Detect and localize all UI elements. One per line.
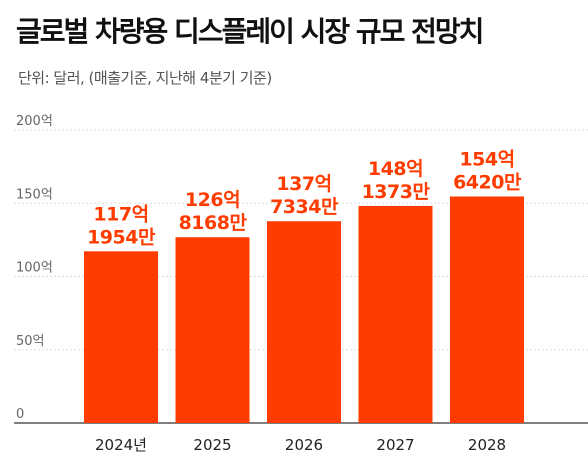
data-label: 126억 [185, 189, 240, 211]
data-label: 8168만 [179, 212, 248, 234]
y-axis-ticks: 0 50억 100억 150억 200억 [16, 114, 53, 422]
x-tick-label: 2026 [285, 436, 323, 454]
data-label: 1954만 [87, 226, 156, 248]
chart-subtitle: 단위: 달러, (매출기준, 지난해 4분기 기준) [18, 69, 272, 87]
bars [84, 196, 524, 423]
data-label: 6420만 [453, 171, 522, 193]
bar [175, 237, 250, 423]
x-tick-label: 2024년 [95, 436, 147, 454]
data-label: 1373만 [362, 181, 431, 203]
x-tick-label: 2025 [193, 436, 231, 454]
bar [450, 196, 524, 423]
y-tick-label: 50억 [16, 334, 45, 349]
y-tick-label: 0 [16, 407, 24, 422]
data-label: 148억 [368, 158, 423, 180]
data-label: 7334만 [270, 196, 339, 218]
y-tick-label: 150억 [16, 187, 53, 202]
data-label: 154억 [459, 148, 514, 170]
bar [267, 221, 341, 423]
data-label: 117억 [93, 203, 148, 225]
data-label: 137억 [276, 173, 331, 195]
x-tick-label: 2027 [376, 436, 414, 454]
chart-title: 글로벌 차량용 디스플레이 시장 규모 전망치 [16, 15, 484, 48]
y-tick-label: 200억 [16, 114, 53, 129]
x-tick-label: 2028 [468, 436, 506, 454]
bar [84, 251, 158, 423]
y-tick-label: 100억 [16, 261, 53, 276]
bar [358, 205, 433, 423]
x-axis-ticks: 2024년 2025 2026 2027 2028 [95, 436, 506, 454]
